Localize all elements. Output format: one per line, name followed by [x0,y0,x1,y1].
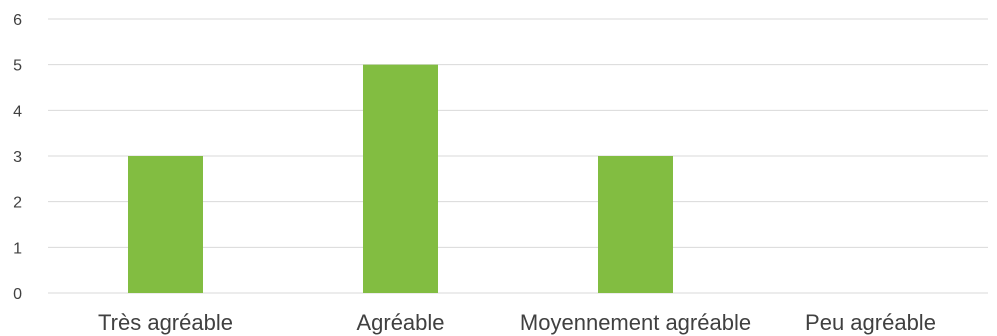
y-tick-label-2: 2 [13,195,22,212]
x-category-label-0: Très agréable [98,310,233,335]
y-tick-label-1: 1 [13,240,22,257]
y-tick-label-3: 3 [13,149,22,166]
y-tick-label-0: 0 [13,286,22,303]
x-category-label-2: Moyennement agréable [520,310,751,335]
y-tick-label-5: 5 [13,58,22,75]
x-category-label-1: Agréable [356,310,444,335]
x-category-label-3: Peu agréable [805,310,936,335]
y-tick-label-6: 6 [13,12,22,29]
y-axis-ticks: 0 1 2 3 4 5 6 [13,12,22,303]
bar-0 [128,156,203,293]
grid-lines [48,18,988,294]
bars [128,64,673,294]
bar-1 [363,64,438,294]
y-tick-label-4: 4 [13,103,22,120]
bar-2 [598,156,673,293]
x-axis-labels: Très agréable Agréable Moyennement agréabl… [98,310,936,335]
